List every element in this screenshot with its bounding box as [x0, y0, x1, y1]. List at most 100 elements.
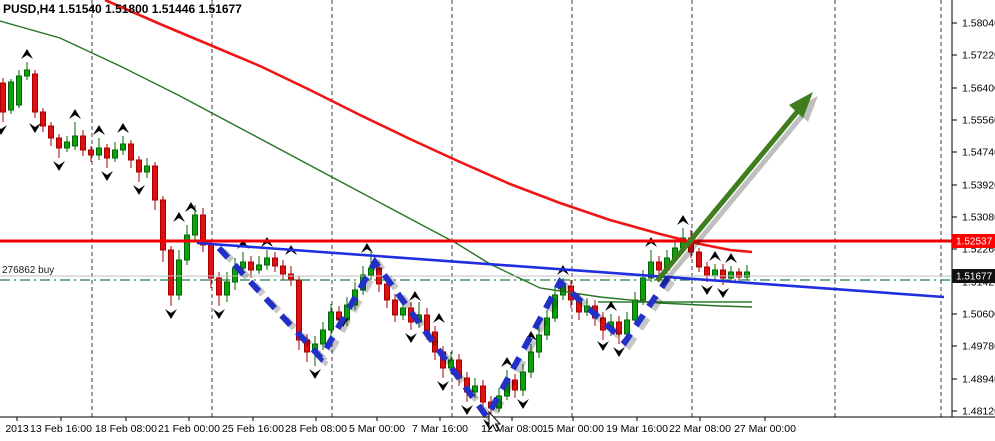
candle-body	[448, 359, 454, 369]
price-tick-label: 1.53920	[962, 180, 995, 192]
candle-down	[480, 380, 486, 410]
candle-body	[648, 261, 654, 279]
candle-body	[480, 385, 486, 403]
candle-body	[736, 271, 742, 278]
candle-up	[184, 225, 190, 265]
candle-down	[616, 316, 622, 344]
candle-body	[288, 273, 294, 281]
candle-body	[136, 159, 142, 173]
candle-body	[720, 269, 726, 279]
candle-body	[544, 317, 550, 336]
fractal-down-icon	[101, 171, 113, 181]
candle-down	[200, 208, 206, 252]
time-tick-label: 19 Mar 16:00	[606, 423, 668, 435]
price-tick-label: 1.48940	[962, 374, 995, 386]
candle-body	[8, 81, 14, 111]
candle-body	[120, 143, 126, 151]
fractal-up-icon	[361, 243, 373, 253]
fractal-down-icon	[461, 405, 473, 415]
candle-body	[24, 69, 30, 77]
candle-down	[512, 374, 518, 398]
time-axis[interactable]: 2013 13 Feb 16:00 18 Feb 08:00 21 Feb 00:00…	[5, 417, 796, 435]
candle-down	[104, 144, 110, 168]
candle-up	[528, 344, 534, 378]
fractal-up-icon	[117, 123, 129, 133]
candle-body	[472, 385, 478, 393]
candle-body	[56, 137, 62, 149]
candle-body	[72, 135, 78, 147]
candle-up	[96, 138, 102, 160]
candle-up	[544, 310, 550, 340]
candle-body	[384, 283, 390, 301]
candle-down	[32, 70, 38, 118]
candle-body	[616, 321, 622, 335]
candle-body	[264, 257, 270, 266]
projection-arrow[interactable]	[655, 110, 799, 283]
fractal-down-icon	[701, 285, 713, 295]
price-tick-label: 1.54740	[962, 147, 995, 159]
candle-up	[256, 256, 262, 274]
candle-up	[176, 250, 182, 300]
candle-body	[144, 165, 150, 173]
candle-body	[152, 165, 158, 201]
zigzag-shadow	[220, 248, 675, 427]
resistance-price-badge: 1.52537	[952, 234, 995, 248]
candle-body	[728, 271, 734, 279]
candle-down	[56, 134, 62, 158]
candle-up	[320, 322, 326, 350]
candle-up	[264, 250, 270, 270]
candle-body	[48, 125, 54, 139]
candle-down	[696, 248, 702, 272]
zigzag-pattern-line[interactable]	[216, 245, 671, 423]
candle-down	[40, 108, 46, 132]
candle-body	[40, 111, 46, 127]
price-tick-label: 1.49780	[962, 341, 995, 353]
projection-arrow-head[interactable]	[789, 92, 813, 118]
fractal-up-icon	[409, 291, 421, 301]
candle-body	[256, 264, 262, 271]
candle-down	[152, 162, 158, 210]
candle-body	[16, 75, 22, 106]
fractal-down-icon	[405, 333, 417, 343]
candle-body	[552, 294, 558, 319]
candle-body	[320, 329, 326, 345]
candle-up	[16, 70, 22, 108]
candle-body	[744, 271, 750, 278]
trendline[interactable]	[196, 241, 945, 299]
candle-up	[192, 205, 198, 240]
fractal-down-icon	[213, 309, 225, 319]
slow-ma-line	[0, 20, 753, 308]
bid-price-badge-bg	[952, 269, 995, 283]
candle-up	[112, 142, 118, 162]
time-tick-label: 18 Feb 08:00	[95, 423, 157, 435]
candle-down	[432, 326, 438, 360]
candle-body	[272, 257, 278, 267]
candle-body	[368, 267, 374, 276]
candle-body	[88, 149, 94, 156]
resistance-price-badge-text: 1.52537	[956, 237, 993, 248]
candle-body	[168, 249, 174, 296]
bid-price-badge: 1.51677	[952, 269, 995, 283]
fractal-down-icon	[309, 369, 321, 379]
candle-up	[72, 122, 78, 150]
fractal-up-icon	[501, 357, 513, 367]
candle-body	[712, 269, 718, 277]
price-tick-label: 1.55560	[962, 115, 995, 127]
candle-body	[112, 149, 118, 159]
candle-body	[240, 261, 246, 269]
candle-body	[704, 266, 710, 277]
candle-body	[400, 307, 406, 316]
fractal-down-icon	[0, 125, 7, 135]
arrow-shadow	[660, 114, 804, 287]
time-tick-label: 7 Mar 16:00	[412, 423, 468, 435]
fractal-down-icon	[165, 309, 177, 319]
fractal-down-icon	[29, 123, 41, 133]
time-tick-label: 28 Feb 08:00	[285, 423, 347, 435]
candle-body	[32, 73, 38, 113]
fractal-up-icon	[69, 109, 81, 119]
candle-up	[64, 136, 70, 152]
candle-up	[728, 266, 734, 282]
